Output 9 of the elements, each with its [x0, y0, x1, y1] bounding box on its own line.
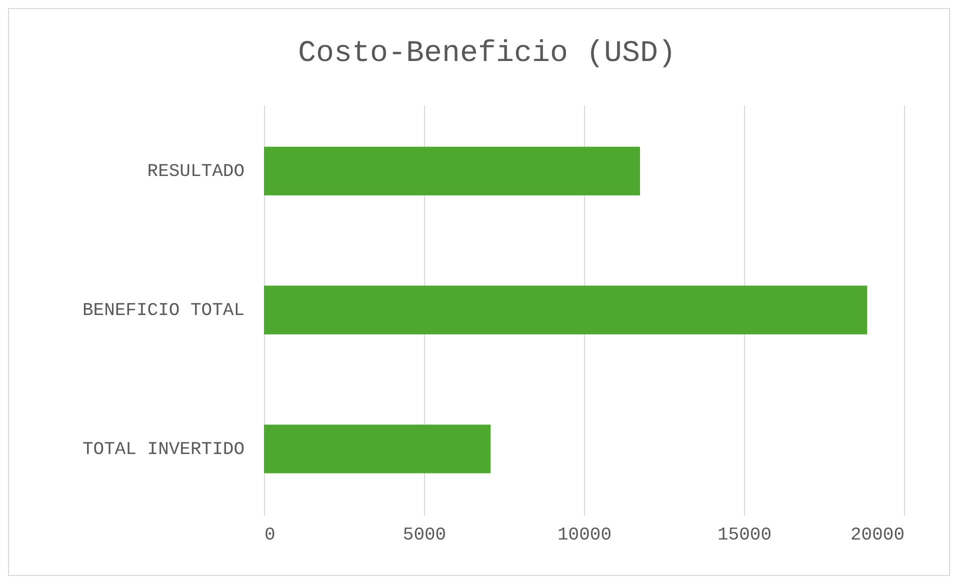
y-tick-label: BENEFICIO TOTAL [82, 301, 244, 321]
x-tick-label: 10000 [557, 526, 612, 546]
y-tick-label: TOTAL INVERTIDO [82, 440, 244, 460]
x-tick-label: 5000 [402, 526, 446, 546]
chart-title: Costo-Beneficio (USD) [298, 37, 676, 71]
y-tick-label: RESULTADO [147, 162, 244, 182]
x-tick-label: 0 [264, 526, 276, 546]
x-tick-label: 15000 [717, 526, 772, 546]
x-tick-label: 20000 [850, 526, 904, 546]
